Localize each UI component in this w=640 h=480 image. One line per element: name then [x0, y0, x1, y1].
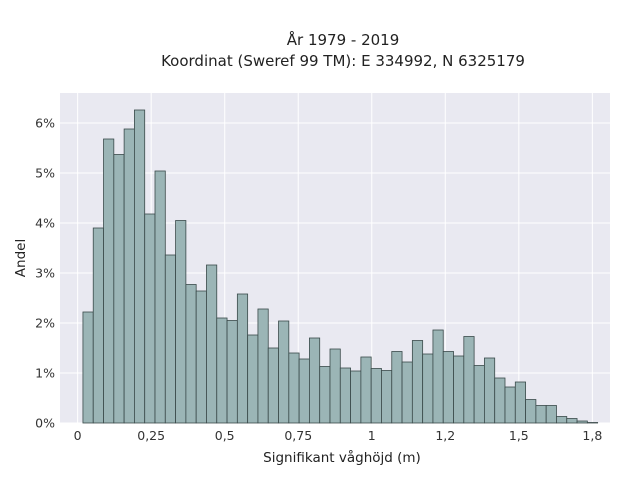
histogram-bar: [298, 358, 310, 424]
chart-title: År 1979 - 2019: [287, 30, 400, 49]
histogram-bar: [216, 317, 228, 424]
histogram-bar: [350, 370, 362, 424]
histogram-bar: [257, 308, 269, 424]
histogram-bar: [514, 381, 526, 424]
x-tick-label: 1,8: [582, 428, 602, 443]
histogram-bar: [185, 284, 197, 424]
histogram-bar: [504, 386, 516, 424]
histogram-bar: [195, 290, 207, 424]
histogram-bar: [267, 347, 279, 424]
bars: [82, 109, 599, 424]
histogram-bar: [586, 422, 599, 424]
histogram-bar: [453, 355, 465, 424]
histogram-bar: [288, 352, 300, 424]
histogram-bar: [175, 220, 187, 424]
histogram-bar: [545, 405, 557, 424]
histogram-bar: [339, 367, 351, 424]
histogram-bar: [494, 377, 506, 424]
histogram-bar: [144, 213, 156, 424]
histogram-bar: [442, 351, 454, 424]
y-tick-label: 6%: [35, 116, 55, 131]
histogram-bar: [236, 293, 249, 424]
x-tick-label: 1,2: [435, 428, 455, 443]
histogram-bar: [525, 399, 537, 424]
histogram-bar: [309, 337, 321, 424]
chart-subtitle: Koordinat (Sweref 99 TM): E 334992, N 63…: [161, 52, 525, 70]
y-tick-label: 0%: [35, 416, 55, 431]
histogram-bar: [432, 329, 444, 424]
histogram-bar: [370, 368, 382, 424]
histogram-bar: [576, 420, 588, 424]
y-axis-label: Andel: [13, 239, 29, 277]
x-tick-label: 1,5: [509, 428, 529, 443]
histogram-bar: [401, 361, 413, 424]
histogram-bar: [123, 128, 135, 424]
y-tick-label: 5%: [35, 166, 55, 181]
histogram-bar: [566, 418, 578, 424]
y-tick-label: 4%: [35, 216, 55, 231]
histogram-bar: [484, 357, 496, 424]
histogram-bar: [134, 109, 146, 424]
y-tick-label: 2%: [35, 316, 55, 331]
x-tick-label: 0,75: [284, 428, 312, 443]
x-tick-label: 0,5: [215, 428, 235, 443]
histogram-bar: [113, 154, 125, 424]
x-axis-label: Signifikant våghöjd (m): [263, 449, 421, 466]
x-tick-label: 0,25: [137, 428, 165, 443]
histogram-bar: [422, 353, 434, 424]
histogram-bar: [206, 264, 218, 424]
histogram-bar: [226, 320, 238, 424]
histogram-bar: [391, 351, 403, 424]
y-tick-label: 1%: [35, 366, 55, 381]
x-axis-ticks: 0 0,25 0,5 0,75 1 1,2 1,5 1,8: [74, 428, 603, 443]
histogram-bar: [164, 254, 176, 424]
histogram-bar: [247, 334, 259, 424]
histogram-bar: [463, 336, 475, 424]
histogram-bar: [154, 170, 166, 424]
histogram-bar: [411, 340, 424, 424]
histogram-bar: [360, 356, 372, 424]
histogram-bar: [319, 366, 331, 424]
y-axis-ticks: 0% 1% 2% 3% 4% 5% 6%: [35, 116, 55, 431]
histogram-bar: [556, 416, 568, 424]
x-tick-label: 1: [368, 428, 376, 443]
histogram-bar: [103, 138, 115, 424]
histogram-bar: [381, 370, 393, 424]
histogram-bar: [473, 365, 485, 424]
histogram-bar: [278, 320, 290, 424]
y-tick-label: 3%: [35, 266, 55, 281]
histogram-bar: [92, 227, 104, 424]
x-tick-label: 0: [74, 428, 82, 443]
histogram-bar: [82, 311, 94, 424]
histogram-bar: [329, 348, 341, 424]
histogram-bar: [535, 405, 547, 424]
